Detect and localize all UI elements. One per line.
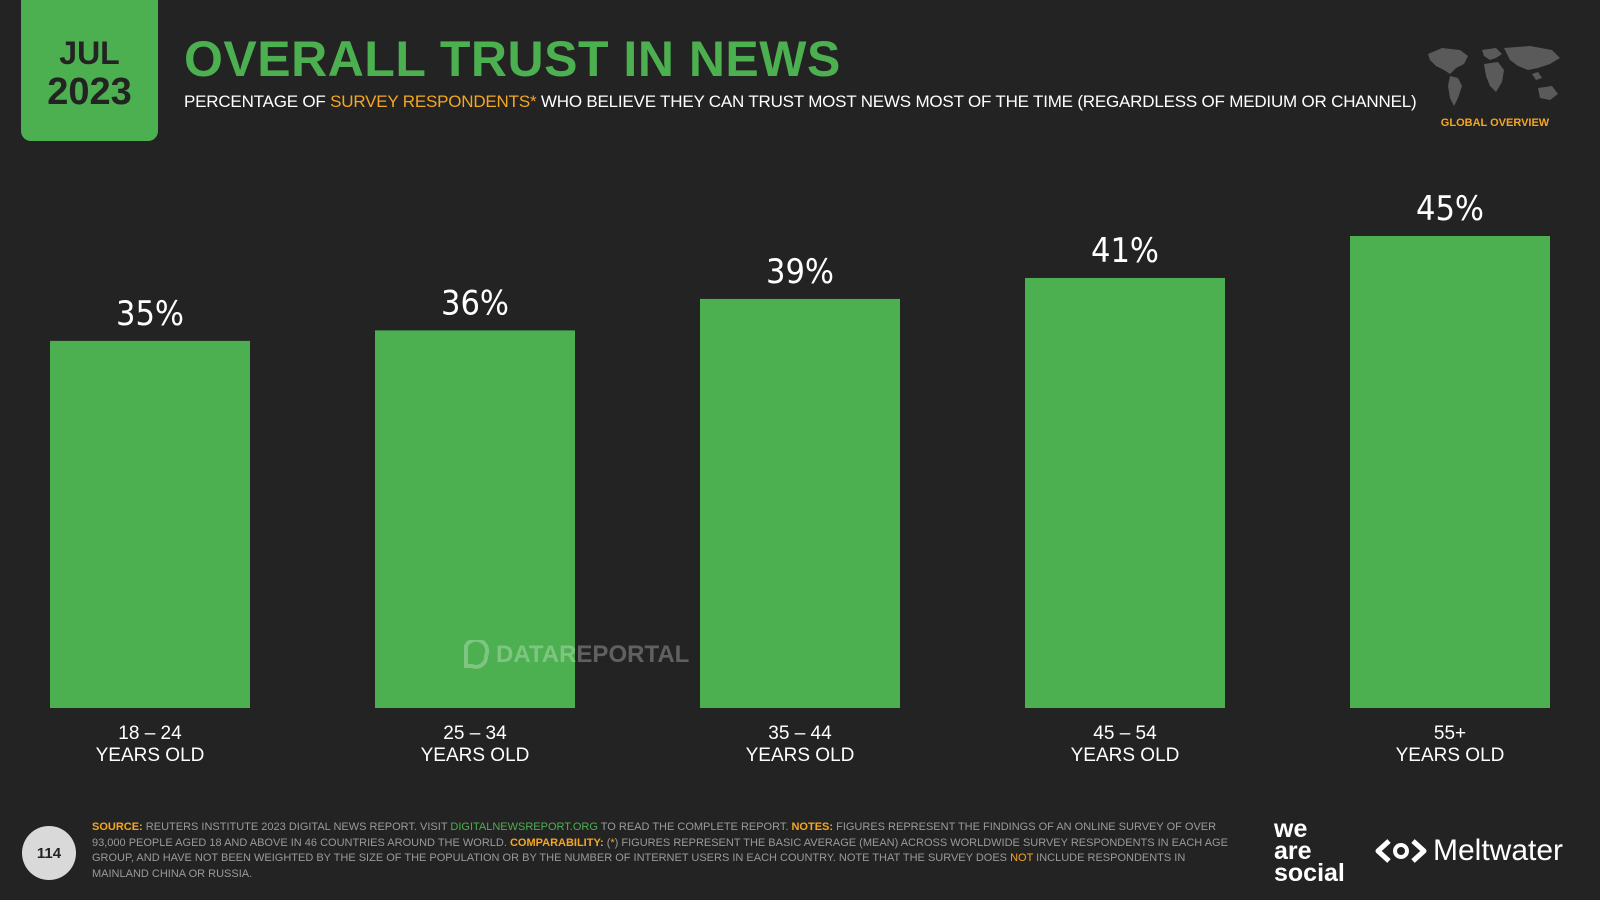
bar-1	[50, 340, 250, 708]
category-label-3-line-2: YEARS OLD	[746, 745, 855, 766]
bar-2	[375, 330, 575, 708]
data-label-5: 45%	[1416, 189, 1484, 229]
datareportal-watermark: DATAREPORTAL	[460, 640, 689, 670]
global-overview-label: GLOBAL OVERVIEW	[1440, 117, 1550, 129]
datareportal-logo-icon	[464, 640, 490, 669]
notes-label: NOTES:	[791, 821, 834, 833]
data-label-1: 35%	[116, 294, 184, 334]
date-badge: JUL 2023	[21, 0, 158, 141]
subtitle-post: WHO BELIEVE THEY CAN TRUST MOST NEWS MOS…	[536, 92, 1417, 111]
was-line-1: we	[1274, 815, 1308, 843]
source-link[interactable]: DIGITALNEWSREPORT.ORG	[450, 821, 598, 833]
category-label-3-line-1: 35 – 44	[768, 723, 832, 744]
category-label-5-line-1: 55+	[1434, 723, 1466, 744]
comparability-pre: (	[603, 836, 611, 849]
page-subtitle: PERCENTAGE OF SURVEY RESPONDENTS* WHO BE…	[184, 92, 1417, 112]
bar-5	[1350, 236, 1550, 708]
was-line-3: social	[1274, 859, 1345, 887]
data-label-2: 36%	[441, 283, 509, 323]
bar-4	[1025, 277, 1225, 708]
subtitle-pre: PERCENTAGE OF	[184, 92, 331, 111]
meltwater-mark-icon	[1375, 839, 1427, 863]
comparability-star: *	[610, 836, 615, 849]
meltwater-text: Meltwater	[1433, 834, 1564, 867]
category-label-2-line-2: YEARS OLD	[421, 745, 530, 766]
data-label-4: 41%	[1091, 231, 1159, 271]
source-after: TO READ THE COMPLETE REPORT.	[597, 821, 792, 833]
data-label-3: 39%	[766, 252, 834, 292]
category-label-2-line-1: 25 – 34	[443, 723, 507, 744]
bar-3	[700, 298, 900, 708]
footer-notes: SOURCE: REUTERS INSTITUTE 2023 DIGITAL N…	[92, 820, 1232, 882]
date-month: JUL	[59, 34, 120, 71]
page-number: 114	[22, 826, 76, 880]
category-label-1-line-1: 18 – 24	[118, 723, 182, 744]
comparability-label: COMPARABILITY:	[509, 836, 604, 849]
comparability-text: ) FIGURES REPRESENT THE BASIC AVERAGE (M…	[92, 836, 1228, 865]
meltwater-logo: Meltwater	[1375, 834, 1563, 868]
source-label: SOURCE:	[92, 821, 143, 833]
notes-text: FIGURES REPRESENT THE FINDINGS OF AN ONL…	[92, 821, 1217, 849]
page-title: OVERALL TRUST IN NEWS	[184, 31, 841, 87]
source-text: REUTERS INSTITUTE 2023 DIGITAL NEWS REPO…	[142, 821, 451, 833]
date-year: 2023	[47, 70, 132, 113]
we-are-social-logo: we are social	[1274, 815, 1345, 887]
was-line-2: are	[1274, 837, 1312, 865]
watermark-text: DATAREPORTAL	[496, 641, 690, 668]
subtitle-highlight: SURVEY RESPONDENTS*	[330, 92, 537, 111]
category-label-4-line-1: 45 – 54	[1093, 723, 1157, 744]
not-word: NOT	[1010, 852, 1034, 864]
final-text: INCLUDE RESPONDENTS IN MAINLAND CHINA OR…	[92, 852, 1186, 880]
world-map-icon	[1428, 46, 1560, 106]
category-label-4-line-2: YEARS OLD	[1071, 745, 1180, 766]
category-label-5-line-2: YEARS OLD	[1396, 745, 1505, 766]
category-label-1-line-2: YEARS OLD	[96, 745, 205, 766]
